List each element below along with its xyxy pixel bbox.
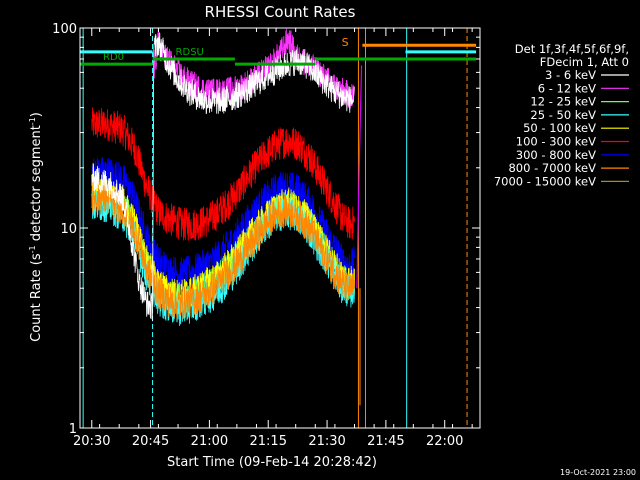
legend-label-0: 3 - 6 keV [545,68,596,82]
x-tick-label-5: 21:45 [367,434,404,449]
series-layer [91,28,363,406]
legend-label-6: 300 - 800 keV [516,148,596,162]
y-axis-label-sup1: -1 [28,245,37,253]
legend-label-4: 50 - 100 keV [523,121,596,135]
footer-date: 19-Oct-2021 23:00 [560,468,636,477]
legend-label-3: 25 - 50 keV [530,108,596,122]
x-axis: 20:30 20:45 21:00 21:15 21:30 21:45 22:00 [73,28,473,449]
legend-label-8: 7000 - 15000 keV [494,174,596,188]
x-tick-label-2: 21:00 [191,434,228,449]
y-axis-label-sup2: -1 [28,117,37,125]
attenuator-label-0: RD0 [103,52,124,63]
x-tick-label-3: 21:15 [250,434,287,449]
y-axis-label-mid: detector segment [29,125,44,245]
legend-label-1: 6 - 12 keV [538,81,596,95]
y-tick-label-1: 10 [60,222,77,237]
legend-label-2: 12 - 25 keV [530,95,596,109]
x-tick-label-4: 21:30 [308,434,345,449]
x-tick-label-0: 20:30 [73,434,110,449]
spike-violet [356,65,363,289]
y-tick-label-0: 1 [69,422,77,437]
legend: Det 1f,3f,4f,5f,6f,9f, FDecim 1, Att 0 3… [494,42,629,188]
state-bars: RD0 RDSU S [80,36,477,66]
y-axis-label: Count Rate (s-1 detector segment-1) [28,112,44,342]
legend-header-line2: FDecim 1, Att 0 [540,55,629,69]
y-axis-label-main: Count Rate (s [29,253,44,342]
legend-label-5: 100 - 300 keV [516,135,596,149]
series-line-5 [91,107,355,241]
series-line-7 [91,179,355,319]
series-line-0 [91,32,355,322]
x-tick-label-6: 22:00 [426,434,463,449]
x-tick-label-1: 20:45 [132,434,169,449]
y-tick-label-2: 100 [52,22,77,37]
legend-header-line1: Det 1f,3f,4f,5f,6f,9f, [515,42,629,56]
y-axis: 1 10 100 [52,22,480,437]
y-axis-label-end: ) [29,112,44,117]
event-label-0: S [342,36,349,49]
x-axis-label: Start Time (09-Feb-14 20:28:42) [167,455,377,470]
legend-label-7: 800 - 7000 keV [508,161,596,175]
attenuator-label-1: RDSU [176,47,204,58]
chart-title: RHESSI Count Rates [205,3,356,21]
